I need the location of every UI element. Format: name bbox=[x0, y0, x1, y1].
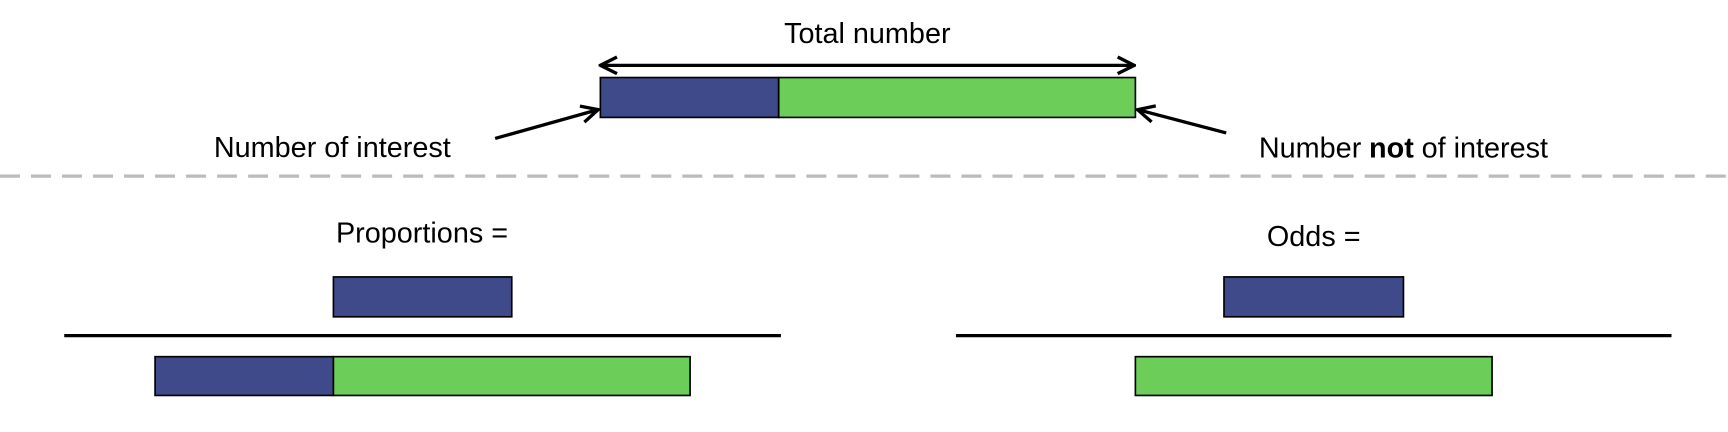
denominator-blue bbox=[154, 355, 335, 397]
interest-arrow bbox=[494, 110, 598, 141]
denominator-green bbox=[1134, 355, 1493, 397]
not-interest-label: Number not of interest bbox=[1259, 132, 1548, 164]
interest-bar bbox=[599, 76, 780, 119]
not-interest-bar bbox=[777, 76, 1137, 119]
numerator-bar bbox=[332, 276, 513, 318]
denominator-green bbox=[332, 355, 691, 397]
numerator-bar bbox=[1223, 276, 1405, 318]
label-part: Number bbox=[1259, 132, 1362, 164]
label-part: not bbox=[1369, 132, 1414, 164]
total-label: Total number bbox=[784, 18, 951, 50]
interest-label: Number of interest bbox=[214, 132, 451, 164]
label-part: of interest bbox=[1422, 132, 1548, 164]
odds-label: Odds = bbox=[1267, 221, 1361, 253]
not-interest-arrow bbox=[1138, 110, 1227, 135]
proportions-label: Proportions = bbox=[336, 217, 508, 249]
